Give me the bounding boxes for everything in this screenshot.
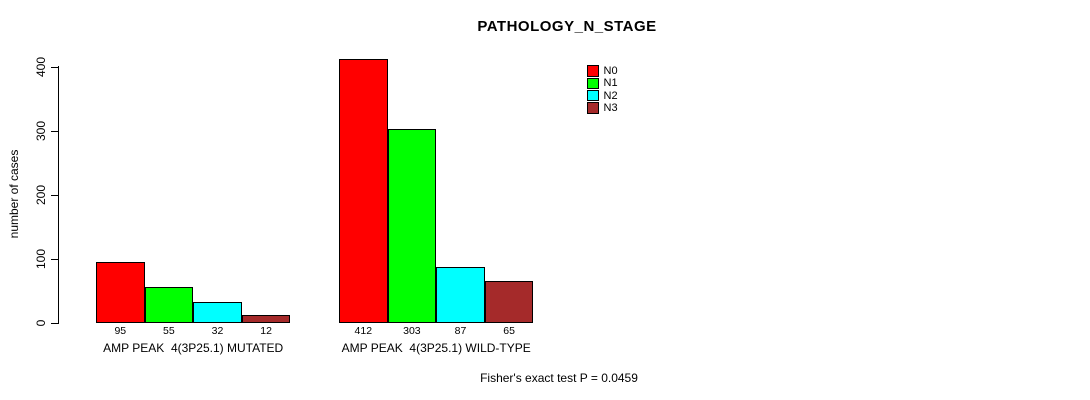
legend-label: N0: [603, 65, 618, 77]
legend-label: N3: [603, 101, 618, 114]
bar-N3: [484, 280, 534, 324]
legend-label: N2: [603, 89, 618, 102]
bar-value-label: 12: [260, 325, 272, 337]
bar-value-label: 412: [354, 325, 373, 337]
bar-value-label: 32: [211, 325, 224, 337]
chart-title: PATHOLOGY_N_STAGE: [477, 18, 657, 35]
group-label: AMP PEAK 4(3P25.1) WILD-TYPE: [341, 341, 531, 355]
y-axis-tick-label: 400: [34, 56, 48, 77]
y-axis-tick: [51, 194, 59, 196]
bar-value-label: 65: [503, 325, 515, 337]
y-axis-label: number of cases: [7, 149, 21, 239]
legend-swatch: [587, 89, 599, 102]
bar-N1: [387, 128, 437, 324]
y-axis-tick-label: 0: [34, 319, 48, 326]
y-axis-tick-label: 300: [34, 120, 48, 141]
y-axis-tick: [51, 130, 59, 132]
legend-item: N3: [587, 102, 618, 114]
bar-value-label: 303: [403, 325, 421, 337]
bar-N0: [96, 261, 145, 324]
bar-value-label: 95: [114, 325, 127, 337]
y-axis-tick: [51, 322, 59, 324]
bar-N1: [144, 287, 194, 324]
bar-value-label: 55: [163, 325, 175, 337]
legend-swatch: [587, 102, 599, 114]
legend-label: N1: [603, 77, 618, 90]
bar-N0: [339, 58, 388, 324]
legend-swatch: [587, 65, 599, 77]
bar-value-label: 87: [454, 325, 467, 337]
legend-item: N1: [587, 77, 618, 89]
annotation-text: Fisher's exact test P = 0.0459: [480, 371, 638, 385]
bar-N2: [193, 302, 242, 324]
y-axis-tick: [51, 66, 59, 68]
y-axis-tick-label: 100: [34, 248, 48, 269]
legend-item: N0: [587, 65, 618, 77]
legend: N0 N1 N2 N3: [587, 65, 618, 114]
legend-swatch: [587, 77, 599, 90]
y-axis-tick: [51, 258, 59, 260]
bar-N2: [436, 266, 485, 324]
y-axis-tick-label: 200: [34, 184, 48, 205]
group-label: AMP PEAK 4(3P25.1) MUTATED: [103, 341, 284, 355]
legend-item: N2: [587, 90, 618, 102]
bar-N3: [241, 314, 291, 324]
